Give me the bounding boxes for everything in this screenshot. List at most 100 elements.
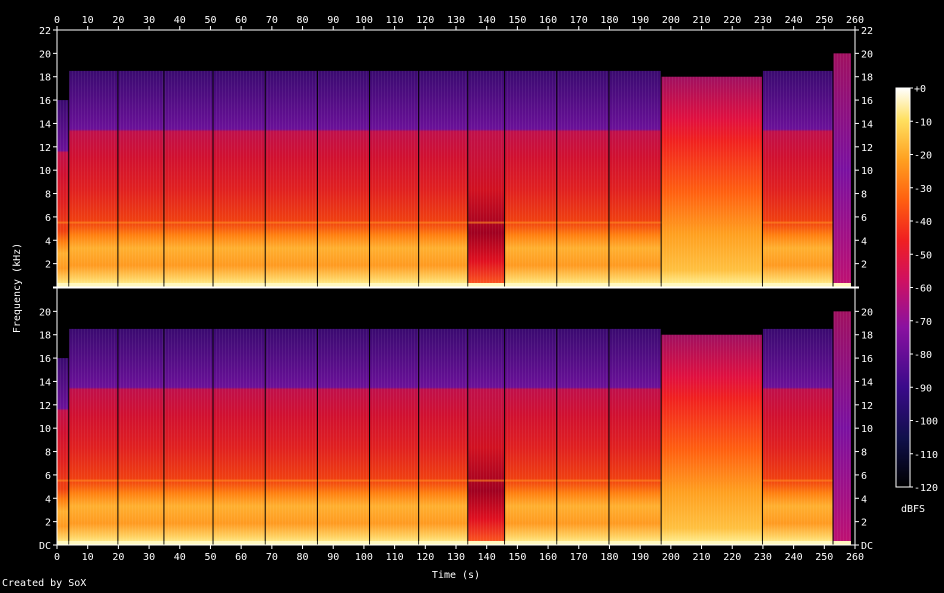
dc-band bbox=[419, 541, 468, 545]
y-tick-label-right: 18 bbox=[861, 331, 873, 342]
dc-band bbox=[370, 283, 419, 287]
harmonic-line bbox=[69, 479, 118, 482]
y-tick-label-right: 10 bbox=[861, 166, 873, 177]
x-tick-label-top: 250 bbox=[815, 15, 833, 26]
colorbar-tick-label: -110 bbox=[914, 450, 938, 461]
segment-texture bbox=[265, 328, 317, 545]
segment-texture bbox=[69, 328, 118, 545]
x-tick-label-top: 110 bbox=[386, 15, 404, 26]
x-tick-label-bottom: 90 bbox=[327, 552, 339, 563]
dc-band bbox=[164, 541, 213, 545]
x-tick-label-top: 230 bbox=[754, 15, 772, 26]
dc-band bbox=[265, 283, 317, 287]
x-tick-label-bottom: 30 bbox=[143, 552, 155, 563]
dc-band bbox=[69, 283, 118, 287]
segment-texture bbox=[661, 76, 762, 288]
x-tick-label-bottom: 100 bbox=[355, 552, 373, 563]
colorbar-tick-label: -20 bbox=[914, 151, 932, 162]
segment-texture bbox=[468, 70, 505, 288]
harmonic-line bbox=[69, 221, 118, 224]
dc-band bbox=[370, 541, 419, 545]
y-tick-label-left: 2 bbox=[45, 518, 51, 529]
colorbar-tick-label: +0 bbox=[914, 84, 926, 95]
y-tick-label-right: 2 bbox=[861, 260, 867, 271]
x-tick-label-bottom: 170 bbox=[570, 552, 588, 563]
x-tick-label-top: 50 bbox=[204, 15, 216, 26]
harmonic-line bbox=[609, 479, 661, 482]
x-tick-label-bottom: 80 bbox=[297, 552, 309, 563]
dc-band bbox=[164, 283, 213, 287]
colorbar-tick-label: -40 bbox=[914, 217, 932, 228]
x-tick-label-top: 190 bbox=[631, 15, 649, 26]
x-tick-label-top: 10 bbox=[82, 15, 94, 26]
dc-band bbox=[118, 283, 164, 287]
y-tick-label-right: 6 bbox=[861, 213, 867, 224]
y-tick-label-right: 6 bbox=[861, 471, 867, 482]
y-tick-label-left: 14 bbox=[39, 377, 51, 388]
harmonic-line bbox=[57, 221, 69, 224]
dc-band bbox=[265, 541, 317, 545]
harmonic-line bbox=[118, 479, 164, 482]
segment-texture bbox=[57, 100, 69, 287]
x-tick-label-top: 90 bbox=[327, 15, 339, 26]
y-tick-label-right: 20 bbox=[861, 49, 873, 60]
y-tick-label-right: 8 bbox=[861, 190, 867, 201]
y-tick-label-left: DC bbox=[39, 541, 51, 552]
dc-band bbox=[609, 541, 661, 545]
colorbar: +0 -10 -20 -30 -40 -50 -60 -70 -80 -90 -100 -110 -12… bbox=[895, 84, 938, 494]
harmonic-line bbox=[213, 479, 265, 482]
segment-texture bbox=[265, 70, 317, 288]
dc-band bbox=[661, 283, 762, 287]
y-tick-label-right: 4 bbox=[861, 494, 867, 505]
harmonic-line bbox=[265, 479, 317, 482]
harmonic-line bbox=[317, 221, 370, 224]
x-tick-label-top: 180 bbox=[600, 15, 618, 26]
y-tick-label-right: 12 bbox=[861, 143, 873, 154]
segment-texture bbox=[505, 70, 557, 288]
dc-band bbox=[317, 283, 370, 287]
colorbar-tick-label: -30 bbox=[914, 184, 932, 195]
y-tick-label-right: 14 bbox=[861, 119, 873, 130]
segment-texture bbox=[661, 334, 762, 545]
segment-texture bbox=[370, 328, 419, 545]
y-tick-label-right: 20 bbox=[861, 307, 873, 318]
panel-channel-2 bbox=[56, 287, 856, 546]
x-tick-label-bottom: 70 bbox=[266, 552, 278, 563]
y-tick-label-left: 12 bbox=[39, 401, 51, 412]
segment-texture bbox=[213, 70, 265, 288]
x-tick-label-top: 140 bbox=[478, 15, 496, 26]
segment-texture bbox=[505, 328, 557, 545]
segment-texture bbox=[609, 328, 661, 545]
segment-texture bbox=[762, 70, 833, 288]
y-tick-label-left: 10 bbox=[39, 166, 51, 177]
colorbar-label: dBFS bbox=[901, 504, 925, 515]
y-tick-label-right: 16 bbox=[861, 96, 873, 107]
dc-band bbox=[57, 283, 69, 287]
segment-texture bbox=[164, 70, 213, 288]
x-tick-label-top: 240 bbox=[785, 15, 803, 26]
x-tick-label-top: 260 bbox=[846, 15, 864, 26]
segment-texture bbox=[213, 328, 265, 545]
x-tick-label-top: 40 bbox=[174, 15, 186, 26]
y-tick-label-right: DC bbox=[861, 541, 873, 552]
harmonic-line bbox=[317, 479, 370, 482]
x-tick-label-bottom: 180 bbox=[600, 552, 618, 563]
harmonic-line bbox=[419, 221, 468, 224]
harmonic-line bbox=[557, 221, 609, 224]
x-tick-label-top: 220 bbox=[723, 15, 741, 26]
y-tick-label-left: 14 bbox=[39, 119, 51, 130]
dc-band bbox=[213, 283, 265, 287]
harmonic-line bbox=[661, 221, 762, 224]
panel-channel-1 bbox=[56, 29, 856, 288]
segment-texture bbox=[762, 328, 833, 545]
dc-band bbox=[505, 283, 557, 287]
y-tick-label-left: 16 bbox=[39, 96, 51, 107]
dc-band bbox=[661, 541, 762, 545]
segment-texture bbox=[419, 70, 468, 288]
segment-texture bbox=[118, 328, 164, 545]
dc-band bbox=[468, 283, 505, 287]
y-tick-label-left: 4 bbox=[45, 236, 51, 247]
x-tick-label-bottom: 160 bbox=[539, 552, 557, 563]
x-tick-label-top: 170 bbox=[570, 15, 588, 26]
x-tick-label-bottom: 200 bbox=[662, 552, 680, 563]
